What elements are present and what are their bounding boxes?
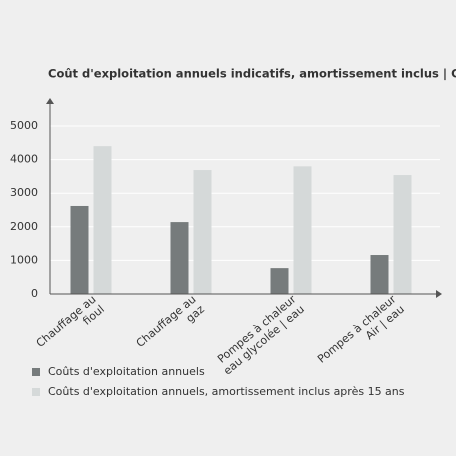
y-tick-label: 1000	[10, 253, 38, 266]
bar	[370, 255, 389, 294]
bar	[393, 175, 412, 294]
legend-label: Coûts d'exploitation annuels, amortissem…	[48, 385, 405, 398]
y-tick-label: 0	[31, 287, 38, 300]
y-axis-arrow	[46, 98, 54, 104]
y-tick-label: 4000	[10, 153, 38, 166]
bar	[93, 146, 112, 294]
bar	[293, 166, 312, 294]
bar	[170, 222, 189, 294]
y-tick-label: 3000	[10, 186, 38, 199]
chart-title: Coût d'exploitation annuels indicatifs, …	[48, 67, 456, 81]
legend-swatch	[32, 368, 40, 376]
bar	[270, 268, 289, 294]
x-axis-arrow	[436, 290, 442, 298]
legend-label: Coûts d'exploitation annuels	[48, 365, 205, 378]
bar	[70, 205, 89, 294]
y-tick-label: 5000	[10, 119, 38, 132]
y-tick-label: 2000	[10, 220, 38, 233]
legend-swatch	[32, 388, 40, 396]
bar	[193, 170, 212, 294]
